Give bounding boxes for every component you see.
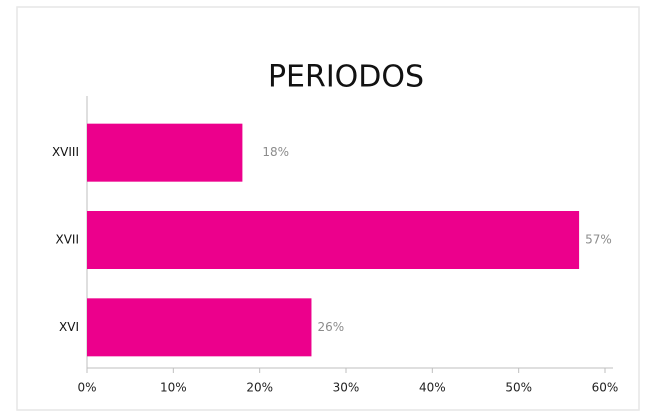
bar [87, 298, 312, 357]
x-tick-label: 10% [160, 381, 187, 395]
y-tick-label: XVIII [52, 145, 79, 159]
bar [87, 211, 580, 269]
x-tick-label: 60% [592, 381, 619, 395]
y-tick-label: XVII [55, 233, 79, 247]
y-tick-label: XVI [59, 320, 79, 334]
x-tick-label: 40% [419, 381, 446, 395]
bar [87, 123, 243, 182]
x-tick-label: 50% [505, 381, 532, 395]
x-tick-label: 30% [333, 381, 360, 395]
chart-title: PERIODOS [268, 60, 424, 95]
value-label: 57% [585, 233, 612, 247]
value-label: 18% [262, 145, 289, 159]
x-tick-label: 20% [246, 381, 273, 395]
x-tick-label: 0% [77, 381, 96, 395]
value-label: 26% [317, 320, 344, 334]
